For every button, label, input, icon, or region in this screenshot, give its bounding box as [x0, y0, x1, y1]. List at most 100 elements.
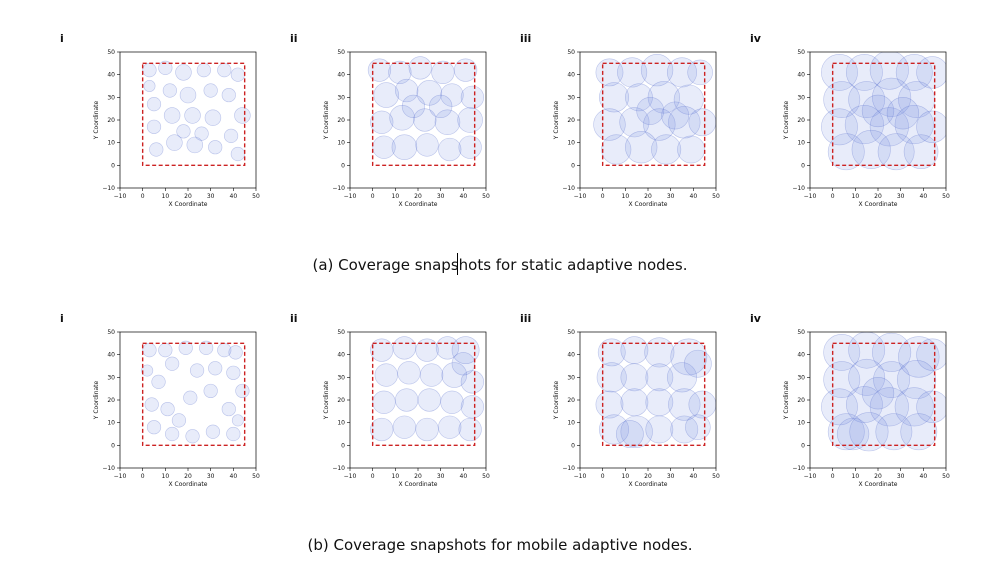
y-tick-label: 10: [567, 140, 575, 147]
panel-b-i: i −10 −10 0 0 10 10 20 20 30 30 40 40 50 50 X Coordinat…: [60, 310, 290, 510]
x-tick-label: 40: [460, 193, 468, 200]
y-tick-label: 0: [801, 442, 805, 449]
y-tick-label: −10: [562, 465, 575, 472]
panel-label: iii: [520, 32, 532, 45]
x-tick-label: 20: [184, 193, 192, 200]
y-tick-label: −10: [332, 465, 345, 472]
coverage-circle: [389, 104, 415, 131]
coverage-circle: [178, 340, 193, 355]
coverage-circle: [458, 135, 482, 159]
coverage-circle: [886, 97, 920, 130]
coverage-circle: [460, 85, 485, 109]
coverage-circle: [431, 60, 455, 85]
panel-a-iii: iii −10 −10 0 0 10 10 20 20 30 30 40 40 50 50 X Coordin…: [520, 30, 750, 230]
coverage-circle: [221, 87, 236, 103]
coverage-circle: [666, 362, 698, 393]
y-tick-label: 30: [107, 94, 115, 101]
coverage-circle: [851, 129, 891, 170]
coverage-circle: [670, 338, 708, 376]
y-tick-label: 50: [797, 329, 805, 336]
coverage-plot: −10−10 0 0 10 10 20 20 30 30 40 40 50 50 X Coordinate…: [553, 49, 720, 208]
coverage-circle: [186, 136, 204, 154]
coverage-circle: [141, 364, 154, 377]
coverage-circle: [894, 104, 934, 145]
x-tick-label: 30: [207, 193, 215, 200]
target-area-boundary: [831, 62, 936, 167]
y-axis-label: Y Coordinate: [93, 100, 100, 140]
x-axis-label: X Coordinate: [859, 201, 898, 208]
x-tick-label: −10: [344, 473, 357, 480]
coverage-circle: [160, 401, 175, 417]
target-area-boundary: [831, 342, 936, 447]
coverage-plot: −10−10 0 0 10 10 20 20 30 30 40 40 50 50 X Coordinate…: [783, 49, 950, 208]
y-tick-label: 10: [797, 420, 805, 427]
y-tick-label: 50: [797, 49, 805, 56]
x-tick-label: 30: [897, 193, 905, 200]
y-tick-label: 10: [797, 140, 805, 147]
coverage-circle: [179, 86, 197, 104]
y-tick-label: 30: [107, 374, 115, 381]
y-tick-label: −10: [792, 185, 805, 192]
text-cursor: [457, 253, 458, 275]
coverage-circle: [434, 109, 461, 136]
coverage-circle: [898, 336, 940, 378]
coverage-circle: [183, 390, 198, 405]
coverage-circle: [146, 119, 162, 134]
x-tick-label: −10: [344, 193, 357, 200]
coverage-circle: [221, 401, 236, 417]
x-tick-label: 20: [644, 473, 652, 480]
x-tick-label: 30: [667, 193, 675, 200]
coverage-circle: [142, 63, 157, 78]
coverage-circle: [176, 124, 191, 139]
coverage-circle: [149, 142, 164, 157]
figure-row-mobile: i −10 −10 0 0 10 10 20 20 30 30 40 40 50 50 X Coordinat…: [0, 310, 1000, 560]
coverage-circle: [163, 107, 181, 124]
panel-label: i: [60, 312, 64, 325]
coverage-circle: [677, 135, 705, 164]
coverage-circle: [668, 388, 701, 421]
x-tick-label: 10: [852, 473, 860, 480]
y-tick-label: 20: [337, 397, 345, 404]
y-tick-label: 10: [107, 420, 115, 427]
coverage-circles: [370, 336, 485, 442]
coverage-circles: [593, 53, 716, 165]
x-tick-label: 10: [392, 473, 400, 480]
coverage-circle: [146, 420, 162, 435]
x-tick-label: 20: [184, 473, 192, 480]
x-tick-label: 50: [482, 193, 490, 200]
coverage-circle: [415, 417, 439, 442]
coverage-circle: [413, 108, 437, 132]
coverage-circle: [395, 388, 419, 412]
coverage-circle: [644, 337, 675, 368]
x-tick-label: 0: [371, 193, 375, 200]
coverage-circle: [235, 383, 250, 399]
y-tick-label: 20: [797, 117, 805, 124]
coverage-circle: [372, 135, 396, 159]
coverage-circle: [166, 134, 183, 151]
coverage-circles: [821, 332, 946, 452]
coverage-circle: [395, 78, 419, 103]
coverage-circle: [620, 415, 653, 448]
coverage-circle: [869, 107, 909, 147]
coverage-circle: [894, 387, 934, 427]
y-tick-label: 10: [337, 140, 345, 147]
target-area-boundary: [601, 62, 706, 167]
coverage-circle: [226, 365, 241, 380]
coverage-plot: −10−10 0 0 10 10 20 20 30 30 40 40 50 50 X Coordinate…: [93, 329, 260, 488]
coverage-circle: [670, 415, 699, 444]
coverage-plot: −10−10 0 0 10 10 20 20 30 30 40 40 50 50 X Coordinate…: [783, 329, 950, 488]
coverage-circle: [595, 390, 624, 419]
coverage-circle: [872, 77, 912, 117]
coverage-circle: [873, 361, 911, 399]
coverage-circle: [827, 413, 865, 451]
x-tick-label: 50: [252, 193, 260, 200]
caption-static: (a) Coverage snapshots for static adapti…: [312, 256, 688, 274]
y-tick-label: 40: [567, 72, 575, 79]
coverage-circle: [417, 388, 441, 412]
y-axis-label: Y Coordinate: [783, 100, 790, 140]
coverage-circle: [625, 131, 658, 164]
y-tick-label: 30: [337, 94, 345, 101]
coverage-circle: [165, 356, 180, 371]
coverage-circle: [397, 361, 421, 385]
coverage-plot: −10−10 0 0 10 10 20 20 30 30 40 40 50 50 X Coordinate…: [93, 49, 260, 208]
